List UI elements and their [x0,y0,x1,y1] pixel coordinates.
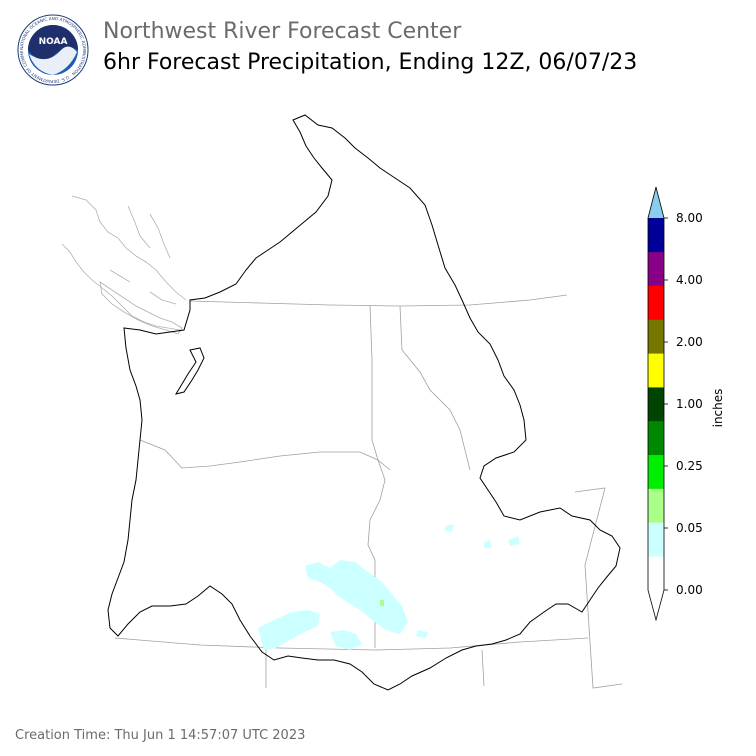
colorbar-segment [648,285,664,320]
precip-area-south-central [330,630,362,650]
colorbar-segment [648,556,664,591]
precip-area-idaho-1 [444,524,454,532]
product-title: 6hr Forecast Precipitation, Ending 12Z, … [103,50,638,75]
colorbar-tick-label: 4.00 [676,273,703,287]
precip-area-light-green [380,600,384,606]
id-panhandle-border [399,305,471,471]
puget-sound [174,347,205,395]
nv-border [265,487,623,689]
precip-areas [258,524,520,650]
precip-area-south-oregon [258,610,320,650]
precip-area-east-oregon [416,630,428,638]
colorbar-segment [648,218,664,253]
or-ca-border [114,637,589,651]
colorbar-segment [648,319,664,354]
canada-us-border [189,294,568,307]
colorbar-tick-label: 1.00 [676,397,703,411]
colorbar-segment [648,251,664,286]
precip-area-idaho-2 [484,540,492,548]
columbia-basin-boundary [107,114,621,691]
logo-text: NOAA [39,37,68,47]
colorbar-segments [648,187,664,620]
coastline-bc [61,195,187,331]
colorbar-tick-label: 2.00 [676,335,703,349]
id-west-border [367,305,386,648]
colorbar-tick-label: 0.00 [676,583,703,597]
colorbar-tick-label: 8.00 [676,211,703,225]
colorbar-segment [648,353,664,388]
vancouver-island [99,281,183,335]
colorbar-tick-label: 0.05 [676,521,703,535]
agency-title: Northwest River Forecast Center [103,19,462,44]
colorbar-segment [648,454,664,489]
noaa-logo: NATIONAL OCEANIC AND ATMOSPHERIC ADMINIS… [17,14,89,86]
precipitation-map [61,114,623,691]
precip-area-central-oregon [305,560,408,634]
colorbar-segment [648,420,664,456]
wa-or-border [139,439,391,471]
colorbar-ticks: 8.00 4.00 2.00 1.00 0.25 0.05 0.00 [664,211,703,597]
creation-time: Creation Time: Thu Jun 1 14:57:07 UTC 20… [15,728,306,743]
colorbar-segment [648,387,664,422]
colorbar-unit-label: inches [711,389,725,428]
colorbar-segment [648,522,664,557]
precip-colorbar: 8.00 4.00 2.00 1.00 0.25 0.05 0.00 inches [647,186,725,622]
precip-area-idaho-3 [508,536,520,546]
colorbar-top-triangle [648,187,664,218]
colorbar-bottom-triangle [648,590,664,620]
colorbar-tick-label: 0.25 [676,459,703,473]
colorbar-segment [648,488,664,523]
